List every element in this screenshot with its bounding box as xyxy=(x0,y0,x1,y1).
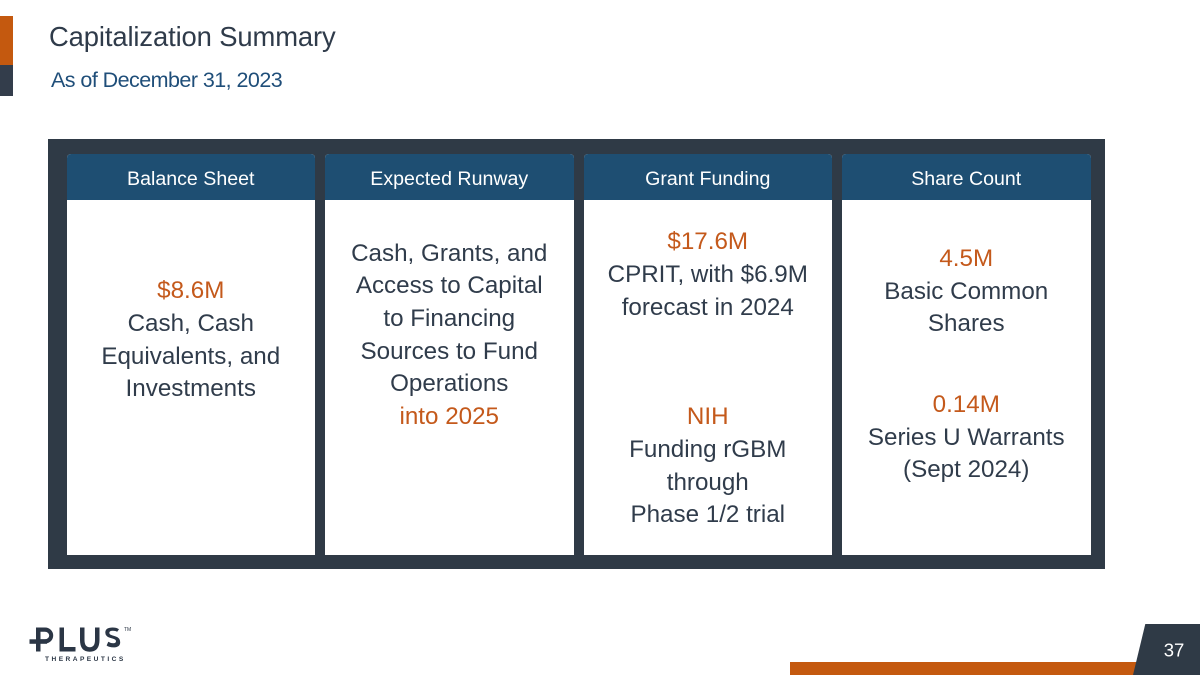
svg-text:TM: TM xyxy=(124,627,131,633)
svg-text:37: 37 xyxy=(1164,640,1185,661)
svg-text:THERAPEUTICS: THERAPEUTICS xyxy=(45,656,126,663)
